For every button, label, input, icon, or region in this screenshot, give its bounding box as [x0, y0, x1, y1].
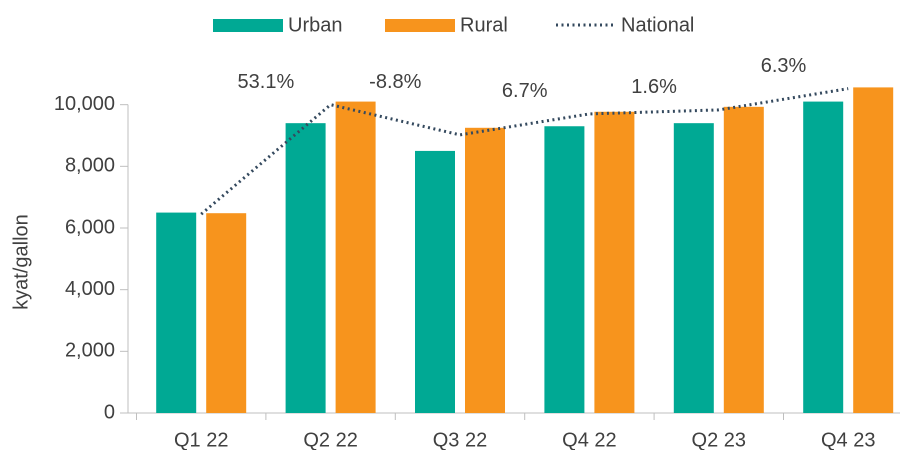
x-tick-label: Q3 22	[433, 429, 487, 450]
annotation: 1.6%	[631, 76, 677, 98]
y-tick-label: 0	[104, 401, 115, 423]
bar	[415, 150, 455, 413]
annotation: -8.8%	[369, 71, 421, 93]
legend-label: Urban	[288, 14, 342, 36]
y-tick-label: 2,000	[65, 340, 115, 362]
annotation: 53.1%	[238, 71, 295, 93]
legend-label: National	[621, 14, 694, 36]
bar	[206, 213, 247, 413]
bar	[594, 111, 635, 413]
bar	[803, 101, 844, 413]
bar	[853, 87, 894, 414]
x-tick-label: Q4 22	[562, 429, 616, 450]
x-tick-label: Q2 23	[692, 429, 746, 450]
y-axis-title: kyat/gallon	[10, 214, 32, 310]
bar	[673, 123, 714, 414]
line	[200, 87, 849, 216]
legend-swatch	[213, 19, 283, 32]
bar	[335, 101, 376, 413]
bar	[156, 212, 197, 413]
bar	[544, 126, 585, 413]
bar	[723, 106, 764, 413]
annotation: 6.7%	[502, 80, 548, 102]
x-tick-label: Q1 22	[174, 429, 228, 450]
x-tick-label: Q2 22	[303, 429, 357, 450]
y-tick-label: 4,000	[65, 278, 115, 300]
bar	[285, 123, 326, 414]
bar	[465, 127, 505, 414]
y-tick-label: 8,000	[65, 155, 115, 177]
y-tick-label: 10,000	[54, 93, 115, 115]
annotation: 6.3%	[761, 55, 807, 77]
x-tick-label: Q4 23	[821, 429, 875, 450]
legend-label: Rural	[460, 14, 508, 36]
legend-swatch	[385, 19, 455, 32]
y-tick-label: 6,000	[65, 216, 115, 238]
